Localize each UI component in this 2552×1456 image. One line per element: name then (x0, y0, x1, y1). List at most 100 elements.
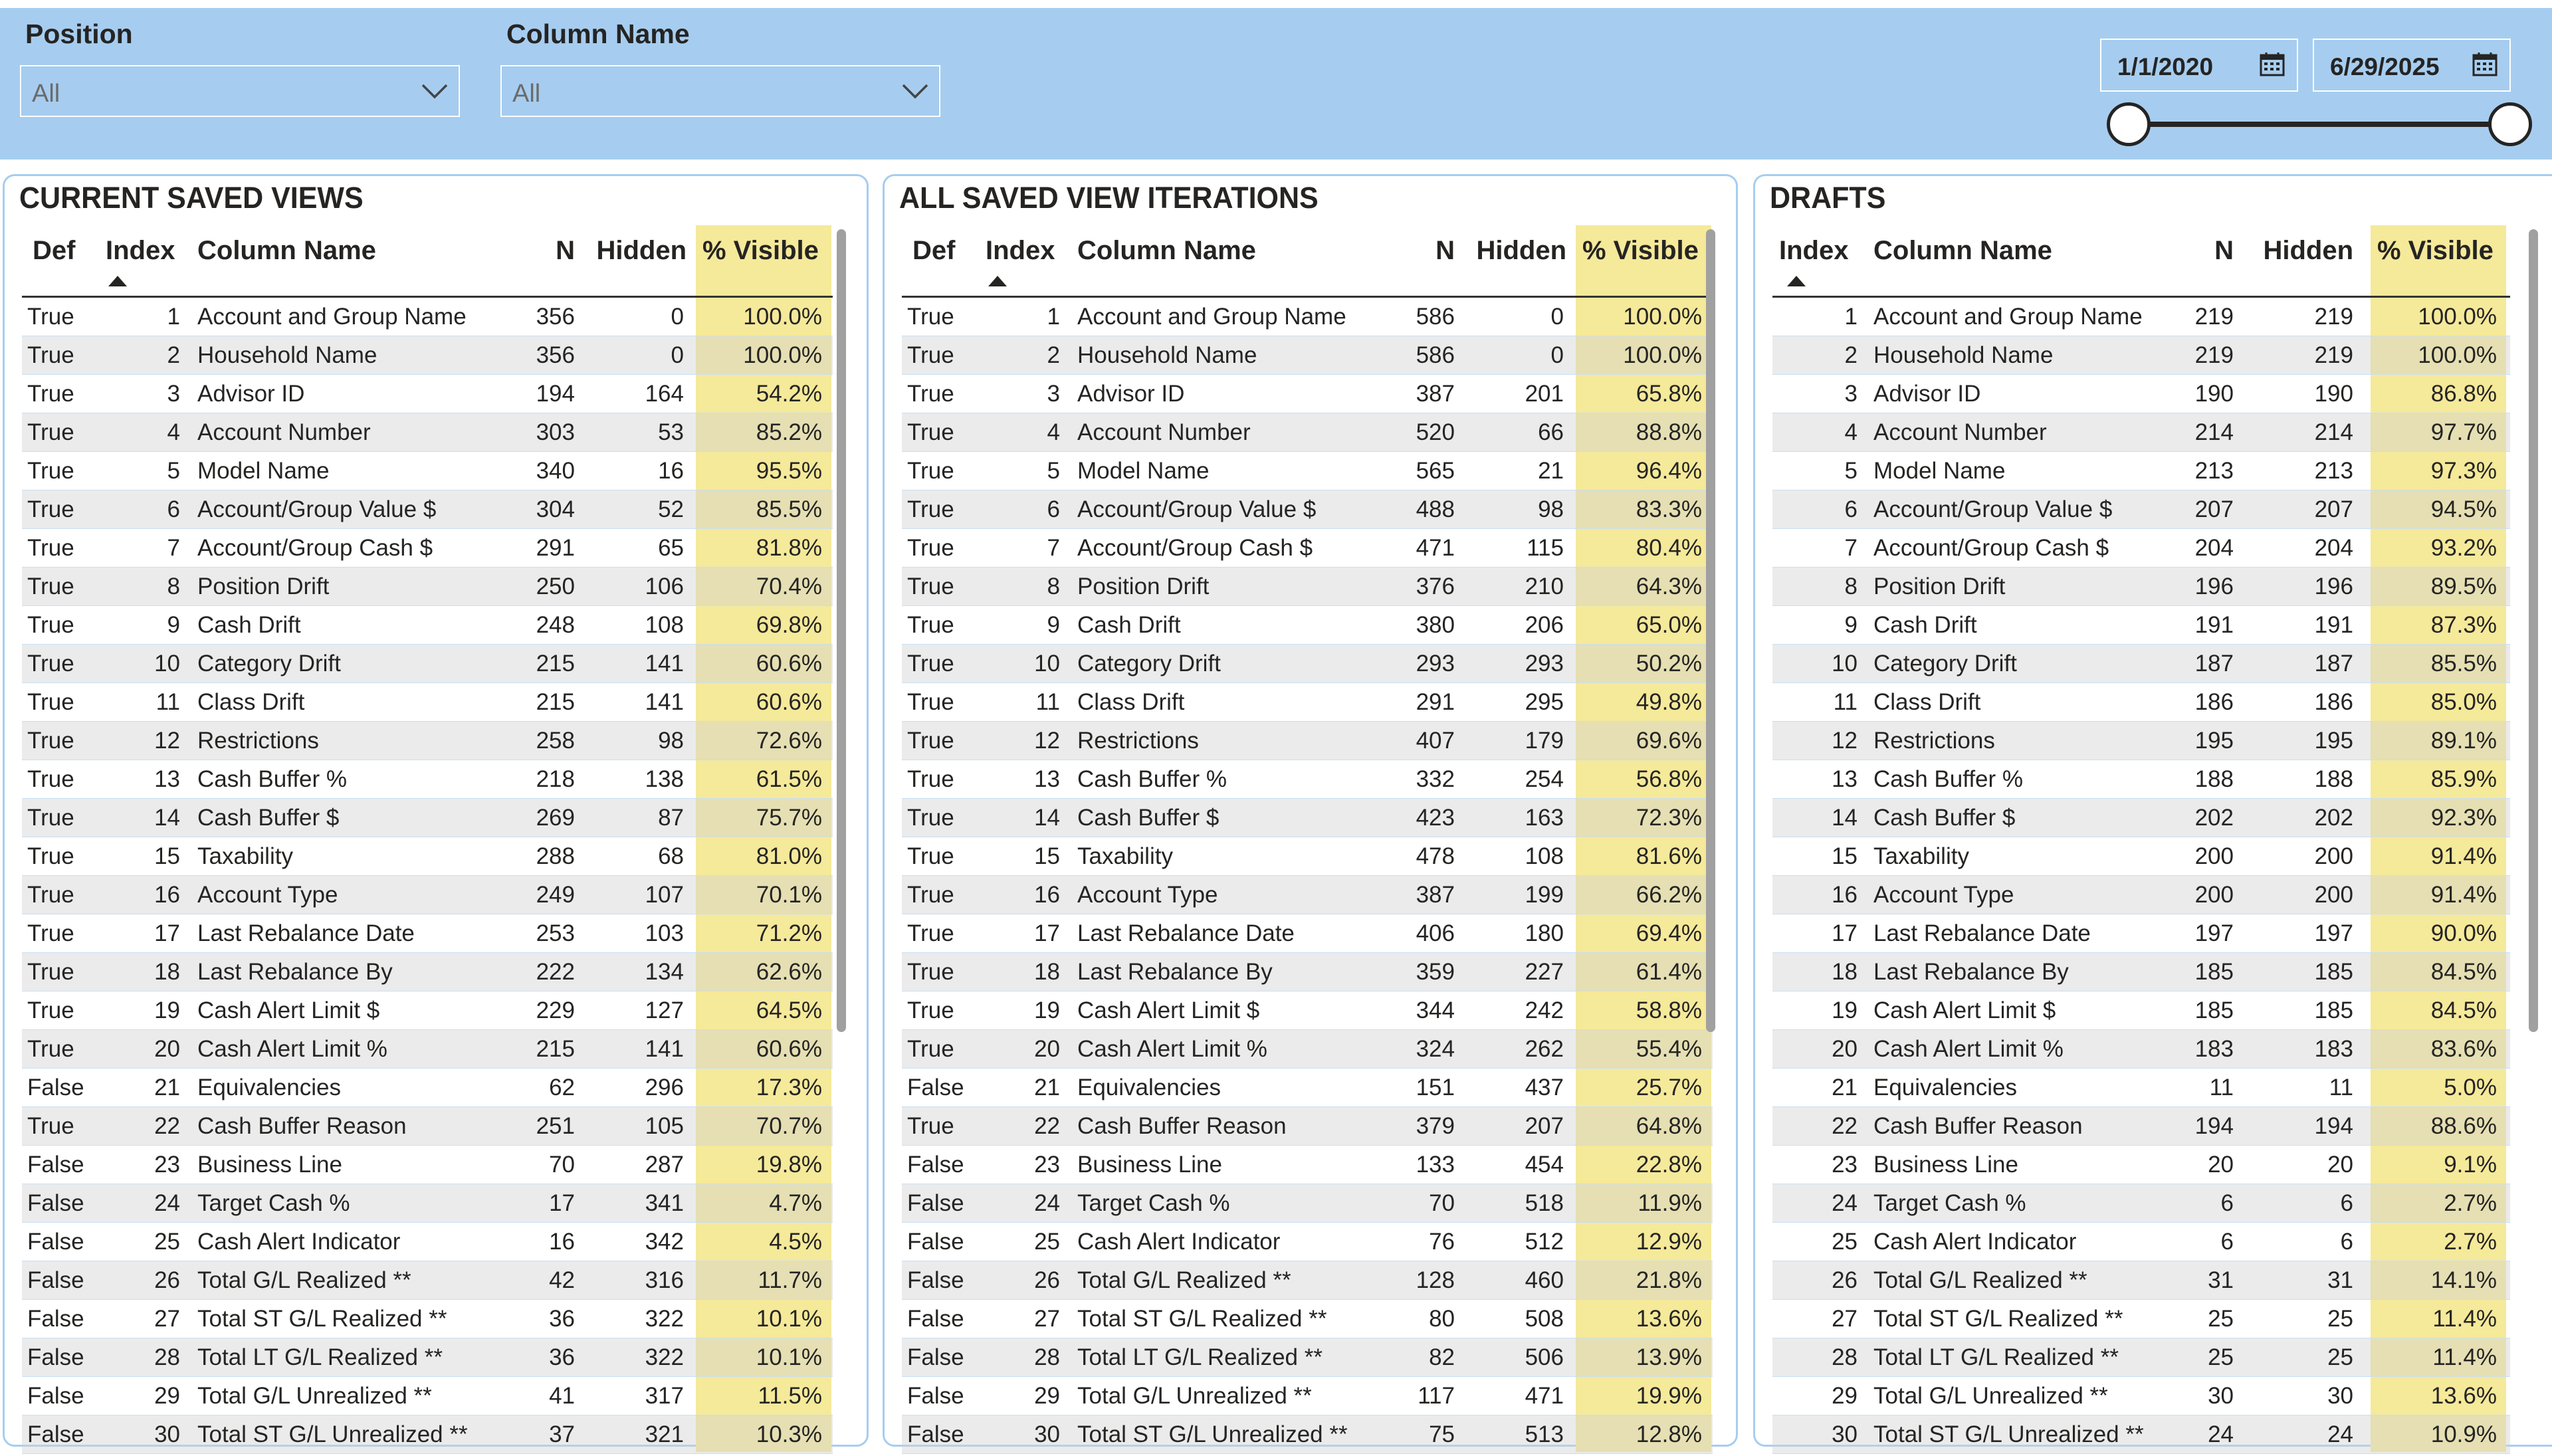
table-row[interactable]: True 9 Cash Drift 380 206 65.0% (902, 606, 1713, 645)
table-row[interactable]: True 13 Cash Buffer % 218 138 61.5% (22, 760, 833, 799)
table-row[interactable]: True 9 Cash Drift 248 108 69.8% (22, 606, 833, 645)
column-header-hidden[interactable]: Hidden (596, 236, 687, 265)
table-row[interactable]: 12 Restrictions 195 195 89.1% (1772, 722, 2510, 760)
table-row[interactable]: True 17 Last Rebalance Date 406 180 69.4% (902, 914, 1713, 953)
table-row[interactable]: True 5 Model Name 565 21 96.4% (902, 452, 1713, 490)
column-header-visible[interactable]: % Visible (2377, 236, 2494, 265)
table-row[interactable]: False 25 Cash Alert Indicator 76 512 12.9% (902, 1223, 1713, 1261)
column-header-column-name[interactable]: Column Name (1873, 236, 2052, 265)
column-header-n[interactable]: N (2214, 236, 2234, 265)
table-row[interactable]: True 2 Household Name 586 0 100.0% (902, 336, 1713, 375)
table-row[interactable]: 29 Total G/L Unrealized ** 30 30 13.6% (1772, 1377, 2510, 1415)
table-row[interactable]: True 5 Model Name 340 16 95.5% (22, 452, 833, 490)
vertical-scrollbar[interactable] (2529, 229, 2538, 1032)
table-row[interactable]: 7 Account/Group Cash $ 204 204 93.2% (1772, 529, 2510, 568)
table-row[interactable]: 5 Model Name 213 213 97.3% (1772, 452, 2510, 490)
column-header-index[interactable]: Index (1779, 236, 1849, 265)
table-row[interactable]: False 26 Total G/L Realized ** 42 316 11.7% (22, 1261, 833, 1300)
table-row[interactable]: 11 Class Drift 186 186 85.0% (1772, 683, 2510, 722)
calendar-icon[interactable] (2472, 52, 2498, 77)
column-header-n[interactable]: N (1436, 236, 1455, 265)
table-row[interactable]: True 22 Cash Buffer Reason 379 207 64.8% (902, 1107, 1713, 1146)
table-row[interactable]: 4 Account Number 214 214 97.7% (1772, 413, 2510, 452)
table-row[interactable]: False 23 Business Line 70 287 19.8% (22, 1146, 833, 1184)
date-range-slider-track[interactable] (2129, 122, 2511, 127)
table-row[interactable]: True 8 Position Drift 250 106 70.4% (22, 568, 833, 606)
column-header-hidden[interactable]: Hidden (2263, 236, 2353, 265)
table-row[interactable]: False 24 Target Cash % 70 518 11.9% (902, 1184, 1713, 1223)
vertical-scrollbar[interactable] (1706, 229, 1715, 1032)
table-row[interactable]: True 20 Cash Alert Limit % 215 141 60.6% (22, 1030, 833, 1069)
table-row[interactable]: 25 Cash Alert Indicator 6 6 2.7% (1772, 1223, 2510, 1261)
table-row[interactable]: True 11 Class Drift 215 141 60.6% (22, 683, 833, 722)
table-row[interactable]: False 28 Total LT G/L Realized ** 36 322 10.1… (22, 1338, 833, 1377)
table-row[interactable]: 19 Cash Alert Limit $ 185 185 84.5% (1772, 991, 2510, 1030)
table-row[interactable]: 13 Cash Buffer % 188 188 85.9% (1772, 760, 2510, 799)
table-row[interactable]: False 23 Business Line 133 454 22.8% (902, 1146, 1713, 1184)
table-row[interactable]: 10 Category Drift 187 187 85.5% (1772, 645, 2510, 683)
calendar-icon[interactable] (2260, 52, 2285, 77)
table-row[interactable]: True 14 Cash Buffer $ 423 163 72.3% (902, 799, 1713, 837)
table-row[interactable]: 23 Business Line 20 20 9.1% (1772, 1146, 2510, 1184)
table-row[interactable]: True 18 Last Rebalance By 359 227 61.4% (902, 953, 1713, 991)
table-row[interactable]: True 17 Last Rebalance Date 253 103 71.2% (22, 914, 833, 953)
table-row[interactable]: 26 Total G/L Realized ** 31 31 14.1% (1772, 1261, 2510, 1300)
table-row[interactable]: True 19 Cash Alert Limit $ 344 242 58.8% (902, 991, 1713, 1030)
table-row[interactable]: False 24 Target Cash % 17 341 4.7% (22, 1184, 833, 1223)
table-row[interactable]: True 15 Taxability 478 108 81.6% (902, 837, 1713, 876)
table-row[interactable]: False 26 Total G/L Realized ** 128 460 21.8% (902, 1261, 1713, 1300)
column-header-index[interactable]: Index (986, 236, 1055, 265)
table-row[interactable]: 14 Cash Buffer $ 202 202 92.3% (1772, 799, 2510, 837)
column-header-index[interactable]: Index (106, 236, 175, 265)
table-row[interactable]: 6 Account/Group Value $ 207 207 94.5% (1772, 490, 2510, 529)
table-row[interactable]: 3 Advisor ID 190 190 86.8% (1772, 375, 2510, 413)
table-row[interactable]: False 29 Total G/L Unrealized ** 41 317 11.5% (22, 1377, 833, 1415)
table-row[interactable]: True 7 Account/Group Cash $ 471 115 80.4% (902, 529, 1713, 568)
table-row[interactable]: True 15 Taxability 288 68 81.0% (22, 837, 833, 876)
table-row[interactable]: True 10 Category Drift 215 141 60.6% (22, 645, 833, 683)
table-row[interactable]: True 18 Last Rebalance By 222 134 62.6% (22, 953, 833, 991)
table-row[interactable]: 16 Account Type 200 200 91.4% (1772, 876, 2510, 914)
table-row[interactable]: 24 Target Cash % 6 6 2.7% (1772, 1184, 2510, 1223)
table-row[interactable]: 28 Total LT G/L Realized ** 25 25 11.4% (1772, 1338, 2510, 1377)
table-row[interactable]: 18 Last Rebalance By 185 185 84.5% (1772, 953, 2510, 991)
table-row[interactable]: True 16 Account Type 249 107 70.1% (22, 876, 833, 914)
start-date-input[interactable]: 1/1/2020 (2100, 39, 2298, 92)
table-row[interactable]: 17 Last Rebalance Date 197 197 90.0% (1772, 914, 2510, 953)
table-row[interactable]: 21 Equivalencies 11 11 5.0% (1772, 1069, 2510, 1107)
table-row[interactable]: False 29 Total G/L Unrealized ** 117 471 19.9… (902, 1377, 1713, 1415)
column-header-def[interactable]: Def (33, 236, 76, 265)
table-row[interactable]: False 21 Equivalencies 151 437 25.7% (902, 1069, 1713, 1107)
table-row[interactable]: False 28 Total LT G/L Realized ** 82 506 13.9… (902, 1338, 1713, 1377)
table-row[interactable]: 22 Cash Buffer Reason 194 194 88.6% (1772, 1107, 2510, 1146)
table-row[interactable]: 1 Account and Group Name 219 219 100.0% (1772, 298, 2510, 336)
table-row[interactable]: True 13 Cash Buffer % 332 254 56.8% (902, 760, 1713, 799)
date-range-start-handle[interactable] (2107, 102, 2151, 146)
date-range-end-handle[interactable] (2488, 102, 2532, 146)
table-row[interactable]: True 19 Cash Alert Limit $ 229 127 64.5% (22, 991, 833, 1030)
table-row[interactable]: False 27 Total ST G/L Realized ** 80 508 13.6… (902, 1300, 1713, 1338)
table-row[interactable]: True 1 Account and Group Name 356 0 100.0% (22, 298, 833, 336)
end-date-input[interactable]: 6/29/2025 (2313, 39, 2511, 92)
table-row[interactable]: True 1 Account and Group Name 586 0 100.0% (902, 298, 1713, 336)
table-row[interactable]: True 6 Account/Group Value $ 304 52 85.5% (22, 490, 833, 529)
table-row[interactable]: 20 Cash Alert Limit % 183 183 83.6% (1772, 1030, 2510, 1069)
table-row[interactable]: True 11 Class Drift 291 295 49.8% (902, 683, 1713, 722)
table-row[interactable]: False 25 Cash Alert Indicator 16 342 4.5% (22, 1223, 833, 1261)
column-header-def[interactable]: Def (912, 236, 956, 265)
table-row[interactable]: True 12 Restrictions 258 98 72.6% (22, 722, 833, 760)
table-row[interactable]: False 21 Equivalencies 62 296 17.3% (22, 1069, 833, 1107)
table-row[interactable]: 30 Total ST G/L Unrealized ** 24 24 10.9% (1772, 1415, 2510, 1454)
table-row[interactable]: True 3 Advisor ID 194 164 54.2% (22, 375, 833, 413)
table-row[interactable]: True 10 Category Drift 293 293 50.2% (902, 645, 1713, 683)
table-row[interactable]: False 30 Total ST G/L Unrealized ** 75 513 12… (902, 1415, 1713, 1454)
column-header-hidden[interactable]: Hidden (1476, 236, 1566, 265)
column-header-visible[interactable]: % Visible (1582, 236, 1699, 265)
table-row[interactable]: False 30 Total ST G/L Unrealized ** 37 321 10… (22, 1415, 833, 1454)
table-row[interactable]: True 8 Position Drift 376 210 64.3% (902, 568, 1713, 606)
vertical-scrollbar[interactable] (837, 229, 846, 1032)
table-row[interactable]: True 22 Cash Buffer Reason 251 105 70.7% (22, 1107, 833, 1146)
table-row[interactable]: 9 Cash Drift 191 191 87.3% (1772, 606, 2510, 645)
table-row[interactable]: True 14 Cash Buffer $ 269 87 75.7% (22, 799, 833, 837)
column-header-column-name[interactable]: Column Name (1077, 236, 1256, 265)
